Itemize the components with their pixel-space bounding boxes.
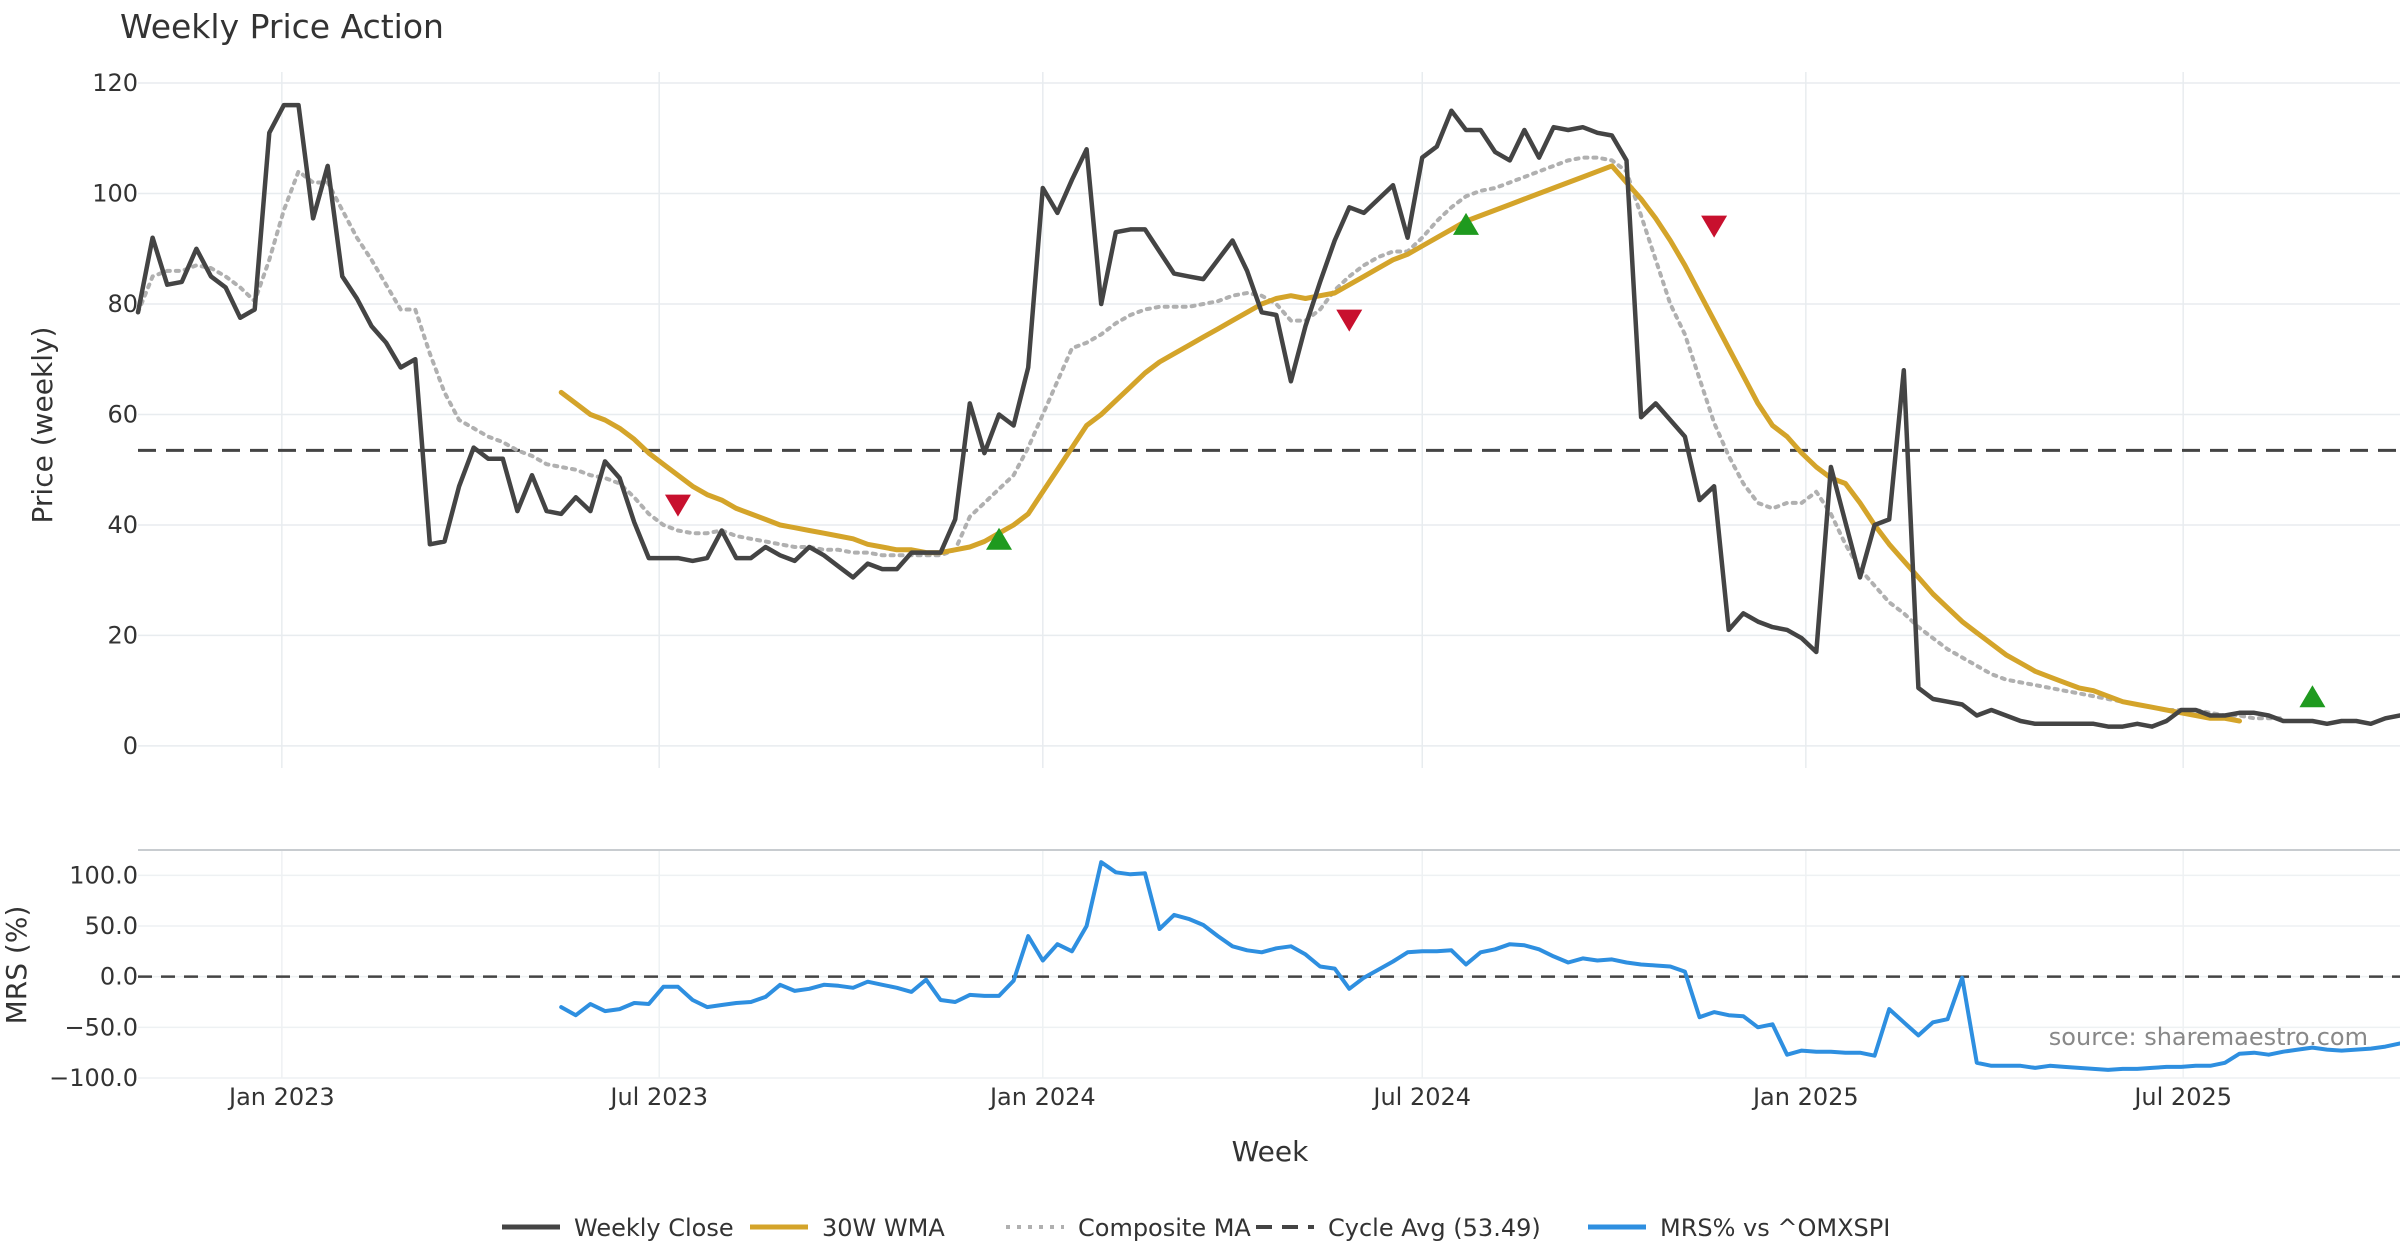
buy-signal-marker <box>2299 685 2326 708</box>
sell-signal-marker <box>1701 215 1728 238</box>
x-tick-label: Jul 2023 <box>608 1083 708 1111</box>
x-tick-labels: Jan 2023 Jul 2023 Jan 2024 Jul 2024 Jan 2025… <box>227 1083 2232 1111</box>
price-y-tick-label: 0 <box>123 732 138 760</box>
legend-item: Composite MA <box>1006 1214 1251 1242</box>
legend-item: Weekly Close <box>502 1214 734 1242</box>
mrs-y-axis-label: MRS (%) <box>0 906 33 1025</box>
price-y-tick-labels: 0 20 40 60 80 100 120 <box>92 69 138 760</box>
x-axis-label: Week <box>1232 1135 1309 1168</box>
mrs-y-tick-label: 50.0 <box>85 912 138 940</box>
legend-label: 30W WMA <box>822 1214 945 1242</box>
price-y-tick-label: 20 <box>107 621 138 649</box>
mrs-y-tick-label: 0.0 <box>100 963 138 991</box>
sell-signal-marker <box>1336 309 1363 332</box>
price-y-tick-label: 60 <box>107 400 138 428</box>
buy-signal-marker <box>1453 212 1480 235</box>
wma-30w-line <box>558 163 2242 724</box>
price-y-tick-label: 40 <box>107 511 138 539</box>
price-panel-grid <box>138 72 2400 768</box>
mrs-y-tick-label: 100.0 <box>69 861 138 889</box>
signal-markers <box>664 212 2326 708</box>
price-series-group <box>135 102 2400 729</box>
composite-ma-line <box>136 155 2286 721</box>
mrs-y-tick-label: −50.0 <box>64 1013 138 1041</box>
mrs-y-tick-label: −100.0 <box>49 1064 138 1092</box>
x-tick-label: Jan 2025 <box>1751 1083 1859 1111</box>
buy-signal-marker <box>986 527 1013 550</box>
mrs-line <box>559 860 2400 1072</box>
mrs-series-group <box>138 860 2400 1072</box>
chart-title: Weekly Price Action <box>120 7 444 46</box>
x-tick-label: Jan 2024 <box>988 1083 1096 1111</box>
source-note: source: sharemaestro.com <box>2049 1023 2368 1051</box>
price-y-tick-label: 100 <box>92 180 138 208</box>
mrs-y-tick-labels: −100.0 −50.0 0.0 50.0 100.0 <box>49 861 138 1092</box>
weekly-close-line <box>135 102 2400 729</box>
legend-label: Weekly Close <box>574 1214 734 1242</box>
x-tick-label: Jan 2023 <box>227 1083 335 1111</box>
legend-item: MRS% vs ^OMXSPI <box>1588 1214 1890 1242</box>
x-tick-label: Jul 2025 <box>2132 1083 2232 1111</box>
legend: Weekly Close 30W WMA Composite MA Cycle Avg… <box>502 1214 1890 1242</box>
legend-item: Cycle Avg (53.49) <box>1256 1214 1541 1242</box>
x-tick-label: Jul 2024 <box>1371 1083 1471 1111</box>
price-y-tick-label: 80 <box>107 290 138 318</box>
price-y-axis-label: Price (weekly) <box>26 327 59 524</box>
legend-label: MRS% vs ^OMXSPI <box>1660 1214 1890 1242</box>
legend-label: Cycle Avg (53.49) <box>1328 1214 1541 1242</box>
sell-signal-marker <box>664 494 691 517</box>
legend-label: Composite MA <box>1078 1214 1251 1242</box>
legend-item: 30W WMA <box>750 1214 945 1242</box>
price-y-tick-label: 120 <box>92 69 138 97</box>
